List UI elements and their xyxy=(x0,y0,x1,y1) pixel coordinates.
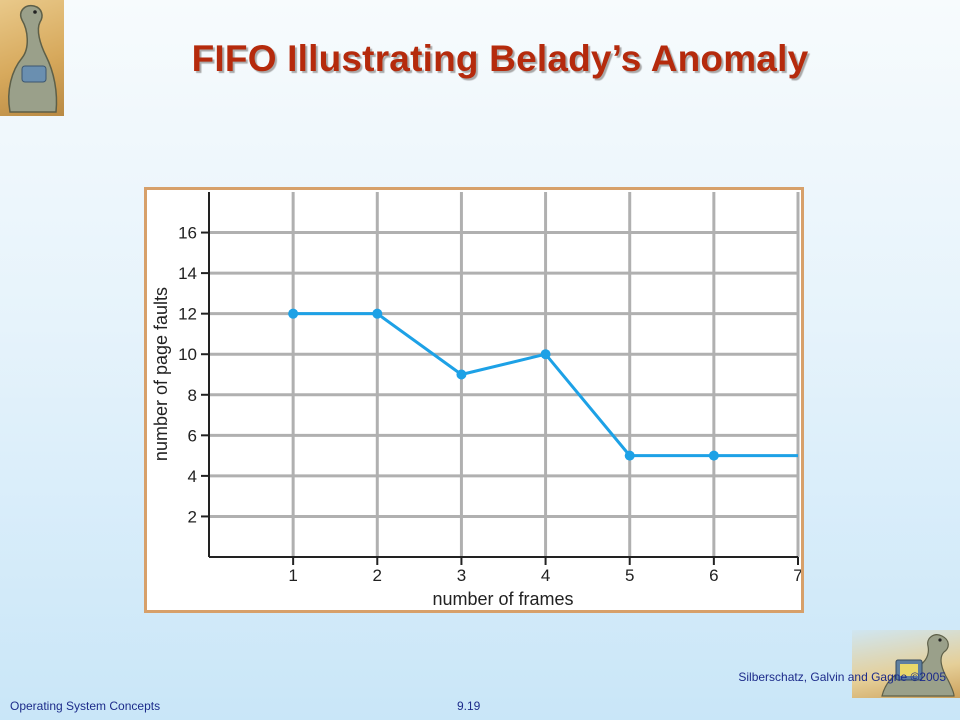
x-tick-label: 3 xyxy=(457,566,466,585)
footer-authors: Silberschatz, Galvin and Gagne ©2005 xyxy=(738,670,946,684)
x-tick-label: 6 xyxy=(709,566,718,585)
y-axis-label: number of page faults xyxy=(151,287,171,461)
dinosaur-icon xyxy=(881,634,955,697)
data-point xyxy=(540,349,551,360)
dinosaur-icon xyxy=(8,4,58,113)
y-tick-label: 12 xyxy=(178,305,197,324)
y-tick-label: 14 xyxy=(178,264,197,283)
footer-book-title: Operating System Concepts xyxy=(10,699,161,713)
slide-title: FIFO Illustrating Belady’s Anomaly xyxy=(191,38,809,79)
data-point xyxy=(624,450,635,461)
grid xyxy=(209,192,800,557)
chart-frame: 2 4 6 8 10 12 14 16 1 2 3 4 5 6 7 number of frames num… xyxy=(144,187,804,613)
y-tick-label: 8 xyxy=(188,386,197,405)
x-tick-label: 1 xyxy=(288,566,297,585)
dinosaur-logo-top xyxy=(0,0,64,116)
data-point xyxy=(372,308,383,319)
data-point xyxy=(708,450,719,461)
series xyxy=(288,308,798,461)
x-tick-label: 7 xyxy=(793,566,801,585)
y-tick-label: 4 xyxy=(188,467,197,486)
data-point xyxy=(288,308,299,319)
dinosaur-logo-bottom xyxy=(852,630,960,698)
y-tick-label: 2 xyxy=(188,507,197,526)
x-tick-label: 2 xyxy=(373,566,382,585)
footer-page-number: 9.19 xyxy=(457,699,481,713)
y-tick-label: 6 xyxy=(188,426,197,445)
axes xyxy=(201,192,799,565)
x-tick-label: 5 xyxy=(625,566,634,585)
data-point xyxy=(456,369,467,380)
x-tick-label: 4 xyxy=(541,566,550,585)
y-tick-label: 10 xyxy=(178,345,197,364)
y-tick-label: 16 xyxy=(178,224,197,243)
x-axis-label: number of frames xyxy=(432,589,573,609)
